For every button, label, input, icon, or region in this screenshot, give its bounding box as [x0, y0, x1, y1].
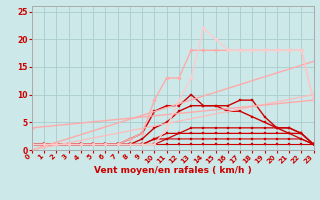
X-axis label: Vent moyen/en rafales ( km/h ): Vent moyen/en rafales ( km/h ) — [94, 166, 252, 175]
